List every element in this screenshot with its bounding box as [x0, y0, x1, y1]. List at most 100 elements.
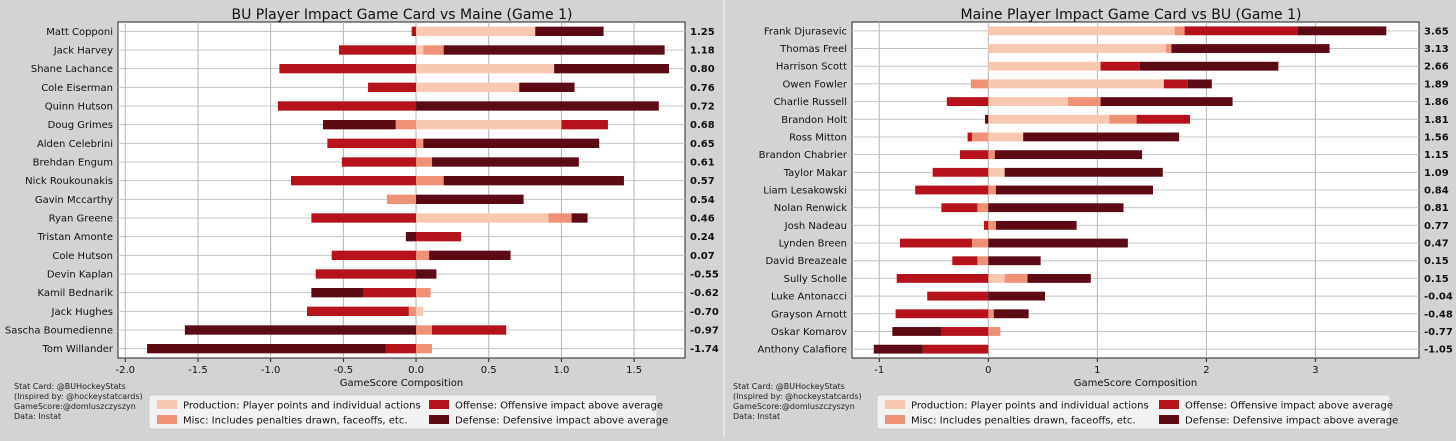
- bar-misc: [416, 325, 433, 335]
- player-name-label: Doug Grimes: [48, 120, 113, 131]
- bar-defense: [988, 203, 1124, 213]
- bar-production: [988, 114, 1110, 124]
- x-tick-label: 0.0: [408, 365, 424, 376]
- total-value-label: 3.65: [1424, 26, 1449, 37]
- total-value-label: 0.61: [690, 158, 715, 169]
- total-value-label: -0.97: [690, 326, 719, 337]
- bar-offense: [1136, 114, 1191, 124]
- bar-misc: [971, 238, 989, 248]
- bar-defense: [1171, 44, 1330, 53]
- bar-offense: [941, 203, 978, 213]
- total-value-label: -0.48: [1424, 309, 1453, 320]
- bar-misc: [970, 79, 989, 89]
- bar-misc: [1067, 97, 1101, 106]
- bar-production: [988, 61, 1101, 71]
- x-tick-label: -1: [874, 365, 884, 376]
- total-value-label: 0.80: [690, 64, 715, 75]
- legend-box: [876, 394, 1391, 430]
- bar-production: [416, 120, 562, 130]
- bar-offense: [561, 120, 608, 130]
- total-value-label: 0.76: [690, 83, 715, 94]
- player-name-label: Sascha Boumedienne: [5, 326, 113, 337]
- x-tick-label: -0.5: [334, 365, 354, 376]
- bar-offense: [338, 45, 417, 55]
- total-value-label: -0.04: [1424, 292, 1453, 303]
- player-name-label: Charlie Russell: [774, 97, 847, 108]
- plot-area: [117, 21, 686, 359]
- bar-offense: [1100, 61, 1140, 71]
- bar-offense: [1184, 26, 1298, 36]
- bar-misc: [1004, 274, 1028, 283]
- bar-offense: [896, 274, 989, 283]
- bar-offense: [983, 220, 989, 230]
- bar-production: [988, 97, 1068, 106]
- bar-offense: [311, 213, 417, 223]
- total-value-label: 0.24: [690, 232, 715, 243]
- bar-misc: [548, 213, 572, 223]
- bar-defense: [993, 309, 1029, 319]
- credit-line: GameScore:@domluszczyszyn: [14, 402, 136, 411]
- bar-offense: [291, 176, 417, 186]
- player-name-label: Brandon Chabrier: [759, 150, 848, 161]
- total-value-label: 0.15: [1424, 256, 1449, 267]
- total-value-label: 1.18: [690, 46, 715, 57]
- x-tick-label: 1: [1094, 365, 1100, 376]
- legend-box: [148, 394, 658, 430]
- bar-defense: [1023, 132, 1180, 142]
- bar-offense: [416, 232, 462, 242]
- bar-misc: [988, 150, 995, 160]
- bar-misc: [416, 250, 430, 260]
- bar-production: [988, 44, 1167, 53]
- bar-offense: [368, 82, 417, 92]
- total-value-label: 0.72: [690, 102, 715, 113]
- bar-misc: [1166, 44, 1172, 53]
- player-name-label: Cole Eiserman: [41, 83, 113, 94]
- legend-label-offense: Offense: Offensive impact above average: [455, 401, 663, 412]
- x-tick-label: 0.5: [481, 365, 497, 376]
- bar-production: [416, 82, 520, 92]
- legend-swatch-misc: [885, 415, 905, 424]
- player-name-label: Oskar Komarov: [771, 327, 847, 338]
- bar-defense: [1187, 79, 1212, 89]
- total-value-label: 0.84: [1424, 186, 1449, 197]
- player-name-label: Josh Nadeau: [784, 221, 847, 232]
- legend-label-misc: Misc: Includes penalties drawn, faceoffs…: [911, 416, 1136, 427]
- x-tick-label: 3: [1312, 365, 1318, 376]
- legend-label-misc: Misc: Includes penalties drawn, faceoffs…: [183, 416, 408, 427]
- total-value-label: 0.07: [690, 251, 715, 262]
- bar-offense: [341, 157, 417, 167]
- total-value-label: 1.25: [690, 27, 715, 38]
- bar-defense: [443, 45, 665, 55]
- player-name-label: Devin Kaplan: [47, 270, 113, 281]
- bar-production: [416, 45, 424, 55]
- bar-defense: [423, 138, 600, 148]
- x-tick-label: 1.0: [553, 365, 569, 376]
- bar-defense: [995, 185, 1153, 195]
- bar-misc: [988, 220, 996, 230]
- bar-defense: [994, 150, 1143, 160]
- credit-line: (Inspired by: @hockeystatcards): [733, 392, 862, 401]
- bar-misc: [977, 256, 989, 266]
- legend-swatch-offense: [429, 400, 449, 409]
- total-value-label: -0.77: [1424, 327, 1453, 338]
- bar-defense: [416, 194, 524, 204]
- legend-swatch-offense: [1159, 400, 1179, 409]
- bar-defense: [443, 176, 624, 186]
- bar-misc: [988, 185, 996, 195]
- bar-offense: [899, 238, 972, 248]
- bar-offense: [363, 288, 417, 298]
- bar-production: [988, 132, 1024, 142]
- bar-defense: [1004, 167, 1163, 177]
- player-name-label: Ross Mitton: [789, 132, 847, 143]
- bar-defense: [535, 26, 604, 36]
- legend-label-production: Production: Player points and individual…: [911, 401, 1149, 412]
- bar-offense: [331, 250, 417, 260]
- credit-line: Stat Card: @BUHockeyStats: [733, 382, 845, 391]
- bar-offense: [895, 309, 989, 319]
- bar-defense: [1139, 61, 1279, 71]
- bar-offense: [327, 138, 417, 148]
- bar-misc: [416, 176, 444, 186]
- player-name-label: Brandon Holt: [781, 115, 847, 126]
- bar-offense: [385, 344, 417, 354]
